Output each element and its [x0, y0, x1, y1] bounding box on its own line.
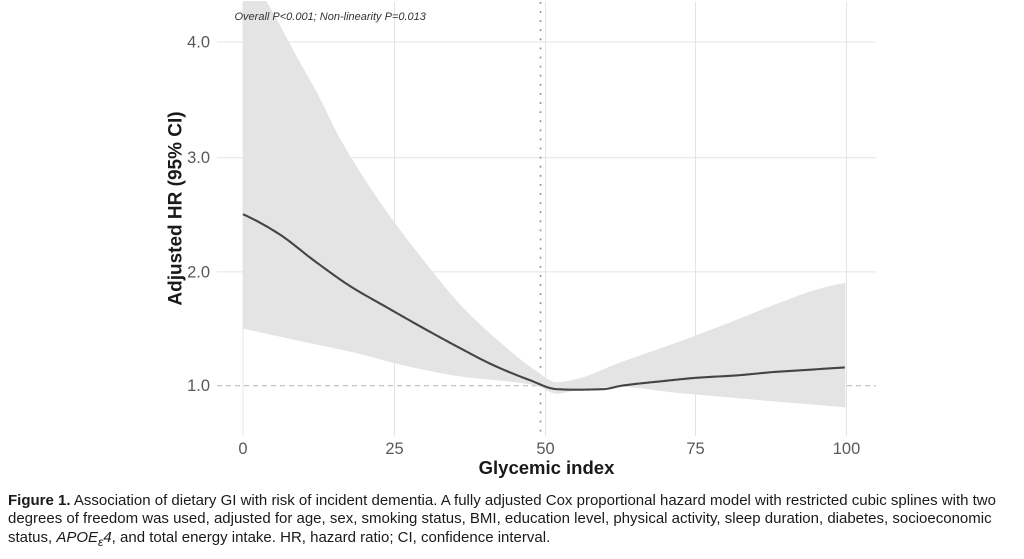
svg-text:75: 75	[686, 440, 704, 458]
svg-text:50: 50	[536, 440, 554, 458]
svg-text:0: 0	[238, 440, 247, 458]
svg-text:Adjusted HR (95% CI): Adjusted HR (95% CI)	[166, 111, 187, 305]
svg-text:4.0: 4.0	[187, 34, 210, 52]
svg-text:25: 25	[385, 440, 403, 458]
svg-text:100: 100	[833, 440, 861, 458]
svg-text:2.0: 2.0	[187, 263, 210, 281]
svg-text:Overall P<0.001; Non-linearity: Overall P<0.001; Non-linearity P=0.013	[235, 11, 427, 23]
svg-text:1.0: 1.0	[187, 377, 210, 395]
svg-text:Glycemic index: Glycemic index	[479, 457, 615, 478]
svg-text:3.0: 3.0	[187, 149, 210, 167]
